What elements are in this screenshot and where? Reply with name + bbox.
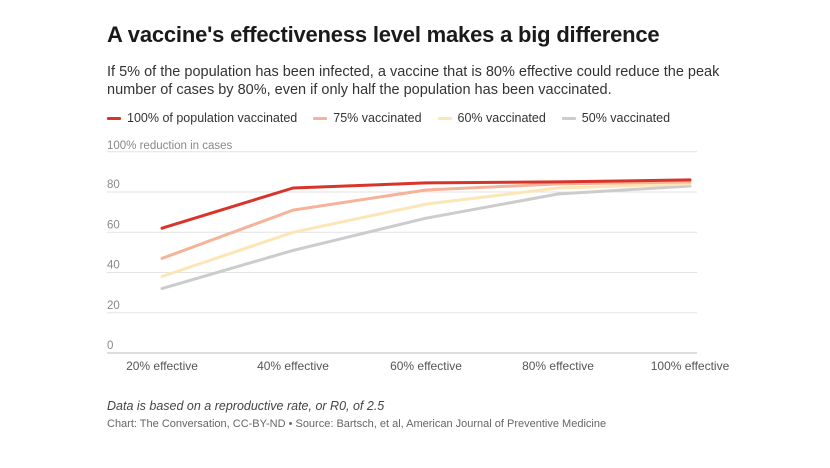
y-axis-label: 100% reduction in cases (107, 140, 233, 152)
y-tick-label: 40 (107, 260, 120, 272)
chart-note: Data is based on a reproductive rate, or… (107, 399, 385, 413)
series-line (160, 178, 692, 230)
legend-label: 100% of population vaccinated (127, 111, 298, 125)
legend-swatch (107, 116, 121, 120)
series-line (160, 184, 692, 291)
legend-item-50-percent: 50% vaccinated (561, 111, 671, 125)
chart-subtitle: If 5% of the population has been infecte… (107, 64, 720, 98)
y-tick-label: 60 (107, 219, 120, 231)
chart-title: A vaccine's effectiveness level makes a … (107, 22, 660, 47)
legend-label: 75% vaccinated (333, 111, 422, 125)
legend-label: 50% vaccinated (581, 111, 671, 125)
series-line (160, 182, 692, 278)
legend-item-75-percent: 75% vaccinated (313, 111, 422, 125)
chart-legend: 100% of population vaccinated 75% vaccin… (107, 111, 686, 125)
y-tick-label: 20 (107, 300, 120, 312)
x-tick-label: 80% effective (522, 359, 594, 373)
y-axis-ticks: 0 20 40 60 80 (107, 179, 120, 352)
legend-swatch (313, 116, 328, 120)
x-tick-label: 100% effective (651, 359, 730, 373)
series-line (160, 180, 692, 260)
x-tick-label: 40% effective (257, 359, 329, 373)
x-axis-ticks: 20% effective 40% effective 60% effective 8… (126, 359, 729, 373)
legend-swatch (437, 116, 452, 120)
x-tick-label: 20% effective (126, 359, 198, 373)
y-tick-label: 0 (107, 340, 113, 352)
legend-item-60-percent: 60% vaccinated (437, 111, 546, 125)
series-lines (160, 178, 692, 291)
legend-item-100-percent: 100% of population vaccinated (107, 111, 297, 125)
legend-swatch (561, 116, 576, 120)
y-tick-label: 80 (107, 179, 120, 191)
x-tick-label: 60% effective (390, 359, 462, 373)
legend-label: 60% vaccinated (457, 111, 546, 125)
chart-credit: Chart: The Conversation, CC-BY-ND • Sour… (107, 418, 607, 430)
